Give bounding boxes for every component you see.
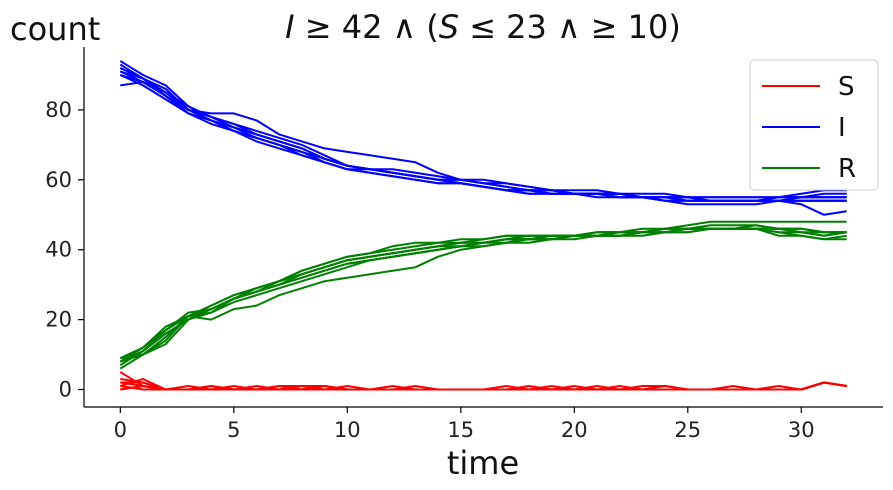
x-tick-label: 5 xyxy=(227,418,240,442)
series-line-r xyxy=(119,227,847,363)
series-line-i xyxy=(120,74,847,202)
series-line-i xyxy=(119,70,847,202)
x-tick-label: 25 xyxy=(674,418,701,442)
y-tick-label: 40 xyxy=(45,238,72,262)
y-tick-label: 60 xyxy=(45,168,72,192)
axes: 0 5 10 15 20 25 30 0 20 40 60 80 xyxy=(45,47,883,442)
series-line-r xyxy=(119,227,847,370)
legend-label-s: S xyxy=(838,72,855,102)
series-line-i xyxy=(119,67,847,199)
y-ticks: 0 20 40 60 80 xyxy=(45,98,84,402)
x-tick-label: 10 xyxy=(334,418,361,442)
chart-title: I ≥ 42 ∧ (S ≤ 23 ∧ ≥ 10) xyxy=(285,8,681,46)
x-axis-label: time xyxy=(447,444,519,482)
series-line-r xyxy=(119,227,847,363)
title-var-i: I xyxy=(285,8,294,46)
legend-label-r: R xyxy=(838,154,856,184)
series-line-i xyxy=(119,60,847,199)
title-var-s: S xyxy=(439,8,459,46)
series-line-i xyxy=(120,70,847,216)
y-axis-label: count xyxy=(10,10,100,48)
x-tick-label: 30 xyxy=(788,418,815,442)
legend: SIR xyxy=(749,59,879,191)
x-ticks: 0 5 10 15 20 25 30 xyxy=(114,407,815,442)
series-line-i xyxy=(119,67,847,202)
y-tick-label: 80 xyxy=(45,98,72,122)
series-line-i xyxy=(119,74,847,202)
series-line-r xyxy=(119,227,847,363)
y-tick-label: 20 xyxy=(45,308,72,332)
legend-items: SIR xyxy=(762,72,856,184)
x-tick-label: 0 xyxy=(114,418,127,442)
legend-box xyxy=(749,59,879,191)
legend-label-i: I xyxy=(838,113,846,143)
series-line-s xyxy=(120,381,847,391)
series-line-r xyxy=(119,227,847,363)
y-tick-label: 0 xyxy=(59,378,72,402)
x-tick-label: 20 xyxy=(561,418,588,442)
title-op2: ≤ 23 ∧ ≥ 10) xyxy=(459,8,681,46)
series-lines xyxy=(119,60,847,391)
title-op1: ≥ 42 ∧ ( xyxy=(295,8,439,46)
x-tick-label: 15 xyxy=(447,418,474,442)
